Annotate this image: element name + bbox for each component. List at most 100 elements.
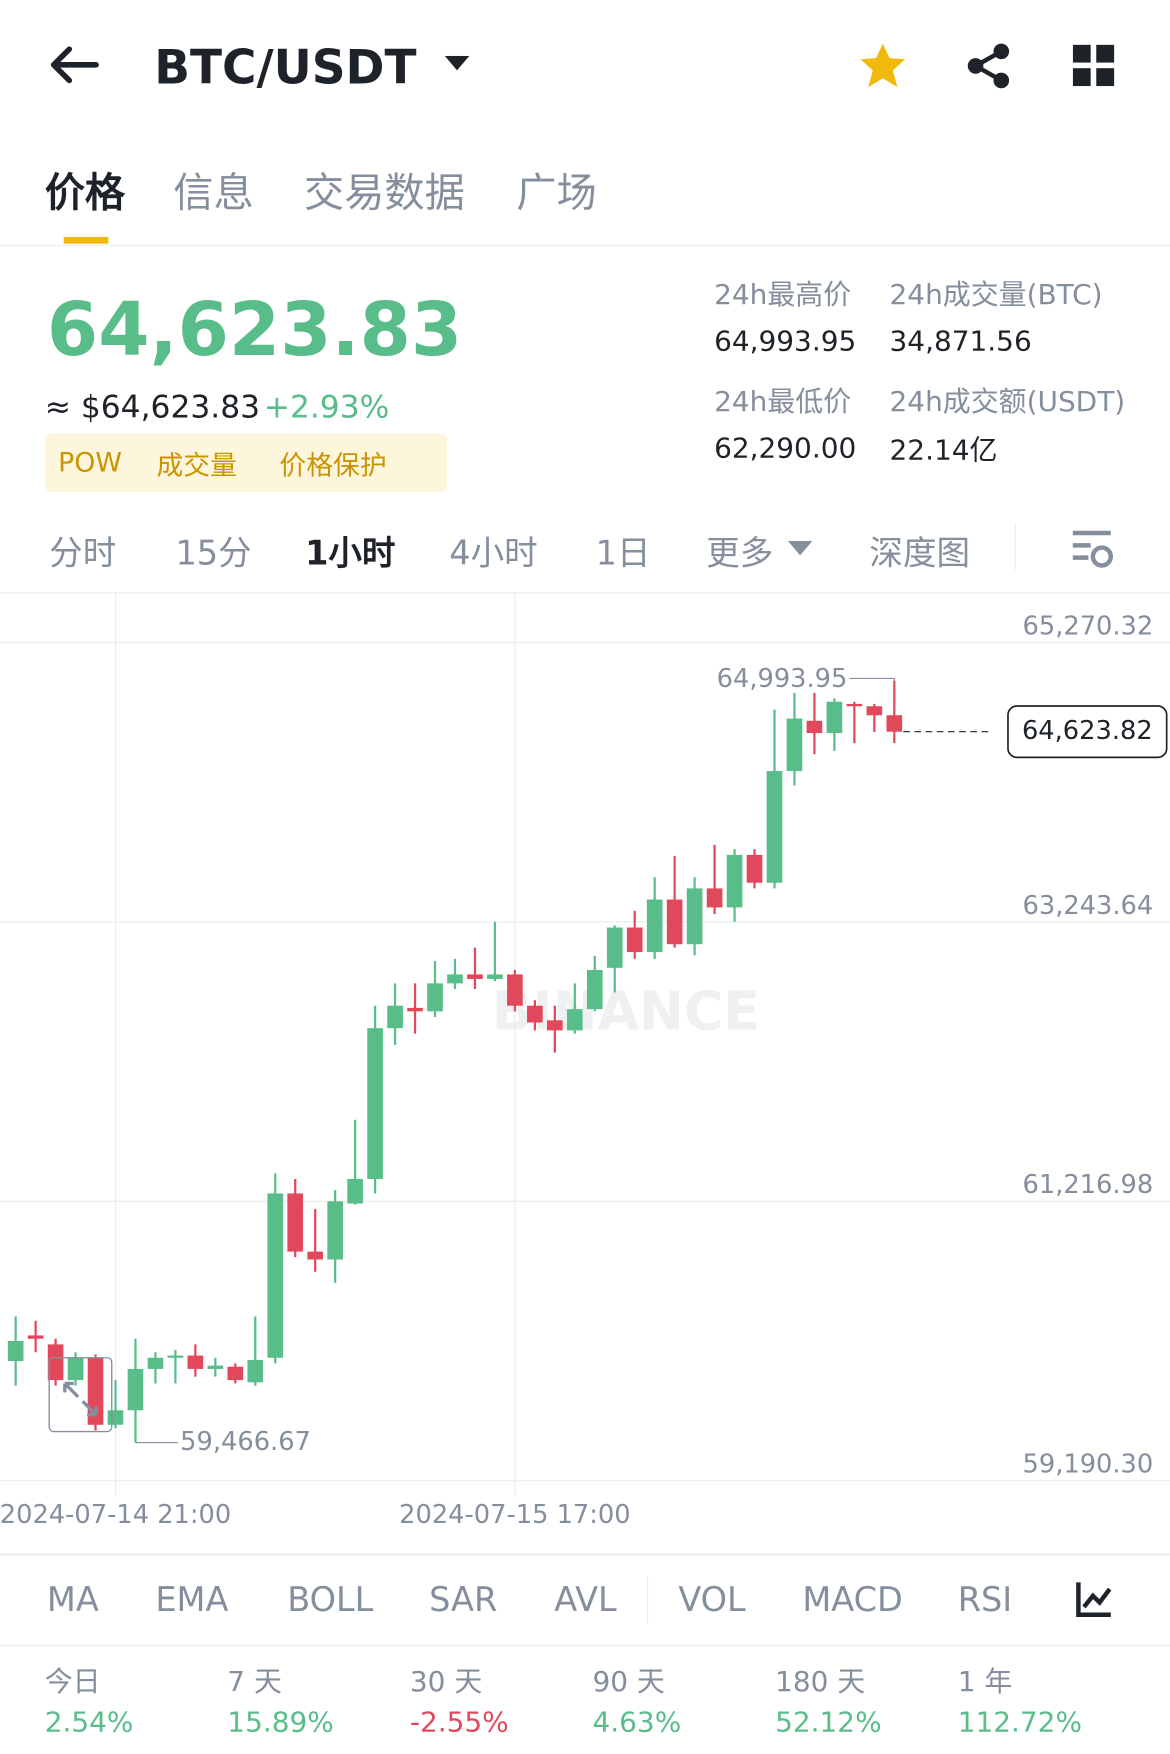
stat-label: 24h最高价: [714, 278, 852, 311]
candle-body: [507, 974, 523, 1006]
stat-label: 24h成交量(BTC): [889, 278, 1103, 311]
tag[interactable]: 成交量: [156, 449, 237, 482]
stat-label: 24h成交额(USDT): [889, 385, 1126, 418]
y-tick-label: 63,243.64: [1023, 891, 1154, 921]
return-value: 2.54%: [44, 1705, 134, 1739]
return-period: 今日: [44, 1665, 101, 1698]
return-period: 90 天: [592, 1665, 665, 1698]
candle-body: [547, 1020, 563, 1031]
favorite-star[interactable]: [858, 41, 907, 90]
candle-body: [407, 1007, 423, 1012]
candle-body: [27, 1335, 44, 1339]
share-button[interactable]: [966, 42, 1013, 89]
return-value: 15.89%: [227, 1705, 334, 1739]
grid-menu[interactable]: [1072, 44, 1115, 87]
candle-body: [487, 974, 503, 979]
indicator-tab[interactable]: SAR: [429, 1580, 498, 1620]
stat-label: 24h最低价: [714, 385, 852, 418]
return-value: 112.72%: [957, 1705, 1083, 1739]
tag[interactable]: POW: [58, 446, 122, 479]
candlestick-chart: BINANCE65,270.3263,243.6461,216.9859,190…: [0, 592, 1170, 1530]
candle-body: [646, 899, 663, 953]
x-tick-label: 2024-07-14 21:00: [0, 1500, 231, 1530]
pair-dropdown[interactable]: [444, 55, 470, 72]
candle-body: [327, 1201, 343, 1260]
candle-body: [67, 1357, 84, 1381]
candle-body: [746, 854, 763, 883]
tag[interactable]: 价格保护: [279, 449, 387, 482]
candle-body: [626, 927, 643, 953]
x-tick-label: 2024-07-15 17:00: [399, 1500, 630, 1530]
candle-body: [107, 1410, 124, 1425]
stat-value: 34,871.56: [889, 324, 1032, 358]
candle-body: [307, 1251, 324, 1260]
candle-body: [806, 720, 823, 734]
interval-tab[interactable]: 1日: [595, 534, 651, 574]
indicator-tab[interactable]: BOLL: [287, 1580, 374, 1620]
candle-body: [147, 1357, 164, 1369]
candle-body: [127, 1368, 144, 1411]
pair-title[interactable]: BTC/USDT: [154, 39, 417, 95]
indicator-tab[interactable]: RSI: [957, 1580, 1013, 1620]
candle-body: [586, 969, 603, 1010]
candle-body: [866, 706, 883, 716]
candle-body: [287, 1193, 304, 1252]
candle-body: [187, 1355, 204, 1369]
interval-tab[interactable]: 分时: [49, 534, 117, 574]
chart-settings[interactable]: [1071, 530, 1114, 570]
candle-body: [686, 888, 703, 945]
candle-body: [227, 1366, 244, 1381]
tag-box[interactable]: [44, 433, 447, 492]
last-price: 64,623.83: [46, 286, 463, 373]
candle-body: [247, 1359, 264, 1383]
candle-body: [826, 701, 843, 734]
indicator-settings[interactable]: [1075, 1580, 1113, 1618]
low-label: 59,466.67: [180, 1427, 311, 1457]
separator: [1014, 522, 1016, 570]
indicator-tab[interactable]: VOL: [678, 1580, 746, 1620]
separator: [647, 1575, 649, 1623]
candle-body: [47, 1344, 64, 1381]
back-button[interactable]: [49, 45, 100, 85]
divider: [0, 244, 1170, 246]
stat-value: 22.14亿: [889, 433, 998, 466]
candle-body: [367, 1028, 383, 1179]
return-period: 1 年: [957, 1665, 1013, 1698]
tab[interactable]: 广场: [516, 170, 597, 217]
return-period: 7 天: [227, 1665, 282, 1698]
indicator-tab[interactable]: AVL: [554, 1580, 617, 1620]
candle-body: [846, 703, 863, 707]
return-value: 52.12%: [775, 1705, 882, 1739]
candle-body: [886, 715, 903, 732]
last-price-label: 64,623.82: [1022, 716, 1153, 746]
high-marker: [849, 677, 895, 681]
interval-tab[interactable]: 15分: [175, 534, 252, 574]
stat-value: 64,993.95: [714, 324, 857, 358]
candle-body: [467, 974, 483, 979]
interval-tab[interactable]: 1小时: [305, 534, 396, 574]
tab[interactable]: 价格: [44, 170, 126, 217]
more-dropdown[interactable]: [787, 540, 813, 557]
last-price-box: [1007, 705, 1168, 759]
y-tick-label: 59,190.30: [1023, 1450, 1154, 1480]
divider: [0, 1644, 1170, 1647]
interval-tab[interactable]: 4小时: [449, 534, 538, 574]
candle-body: [427, 983, 443, 1012]
tab[interactable]: 交易数据: [303, 170, 465, 217]
candle-body: [566, 1009, 583, 1031]
candle-body: [706, 888, 723, 908]
indicator-tab[interactable]: MA: [46, 1580, 99, 1620]
return-period: 30 天: [409, 1665, 483, 1698]
interval-tab[interactable]: 深度图: [869, 534, 970, 574]
candle-body: [207, 1365, 224, 1369]
interval-tab[interactable]: 更多: [706, 534, 774, 574]
indicator-tab[interactable]: MACD: [802, 1580, 903, 1620]
return-value: 4.63%: [592, 1705, 682, 1739]
candle-body: [387, 1005, 403, 1029]
indicator-tab[interactable]: EMA: [155, 1580, 229, 1620]
y-tick-label: 61,216.98: [1023, 1170, 1154, 1200]
tab[interactable]: 信息: [173, 170, 254, 217]
candle-body: [786, 718, 803, 772]
tab-underline: [63, 236, 109, 244]
